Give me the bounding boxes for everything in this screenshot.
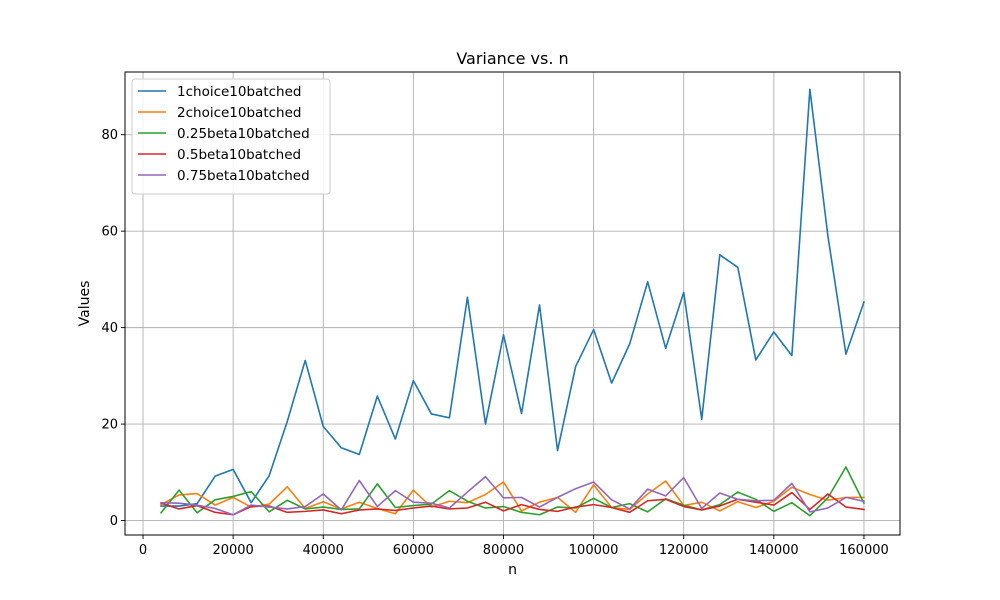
x-tick-label: 0 [139,543,147,558]
series-line-5 [160,475,865,516]
legend: 1choice10batched 2choice10batched 0.25beta… [131,78,331,195]
y-tick-label: 0 [110,514,118,529]
x-tick-label: 40000 [303,543,344,558]
series-lines [159,88,866,517]
x-axis-label: n [508,562,517,578]
x-tick-label: 100000 [569,543,619,558]
legend-box [131,78,331,195]
x-tick-label: 120000 [659,543,709,558]
y-tick-label: 60 [101,225,118,240]
axis-ticks: 0 20000 40000 60000 80000 100000 120000 140000 1… [101,128,888,558]
x-tick-label: 80000 [483,543,524,558]
series-line-2 [159,480,865,515]
series-line-1 [160,88,865,507]
y-tick-label: 80 [101,128,118,143]
legend-label: 2choice10batched [177,105,301,121]
y-tick-label: 40 [101,321,118,336]
y-tick-label: 20 [101,418,118,433]
x-tick-label: 20000 [212,543,253,558]
x-tick-label: 60000 [393,543,434,558]
legend-label: 0.5beta10batched [177,147,301,163]
plot-frame [124,71,901,536]
legend-label: 0.75beta10batched [177,168,310,184]
legend-label: 1choice10batched [177,84,301,100]
y-axis-label: Values [77,281,93,327]
x-tick-label: 160000 [839,543,889,558]
series-line-3 [159,466,866,517]
x-tick-label: 140000 [749,543,799,558]
legend-label: 0.25beta10batched [177,126,310,142]
chart-title: Variance vs. n [456,49,568,68]
